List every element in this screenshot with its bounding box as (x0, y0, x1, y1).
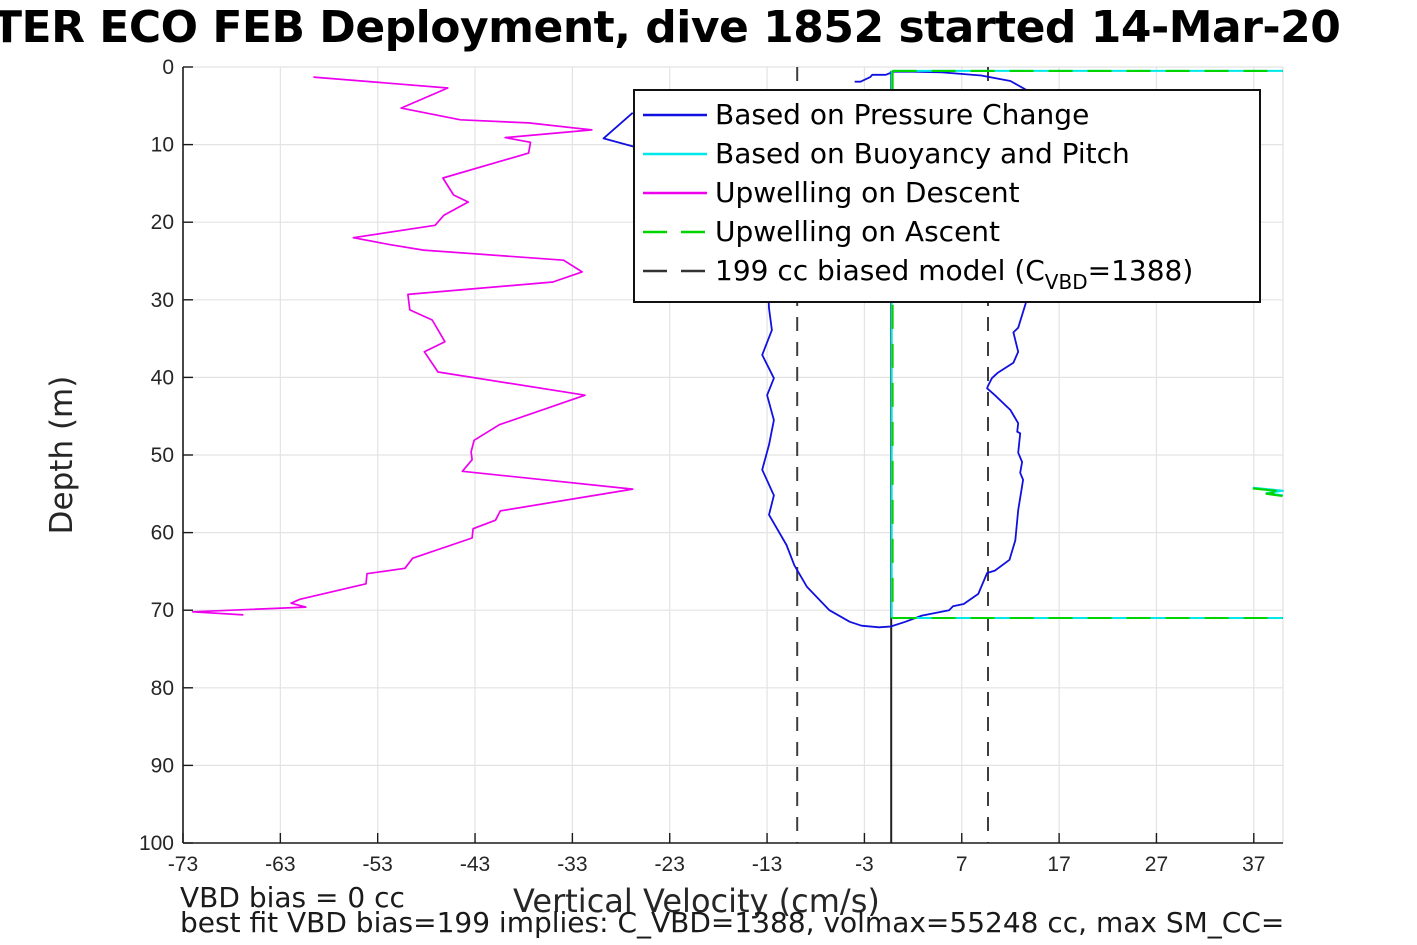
x-tick-label: -63 (265, 853, 295, 876)
x-tick-label: -33 (557, 853, 587, 876)
upwelling-on-ascent-line (1252, 487, 1285, 498)
y-tick-label: 70 (151, 599, 174, 622)
x-tick-label: 27 (1145, 853, 1168, 876)
y-axis-label: Depth (m) (44, 375, 80, 535)
x-tick-label: -23 (655, 853, 685, 876)
best-fit-annotation: best fit VBD bias=199 implies: C_VBD=138… (180, 906, 1285, 939)
y-tick-label: 90 (151, 754, 174, 777)
y-tick-label: 50 (151, 444, 174, 467)
plot-title: TER ECO FEB Deployment, dive 1852 starte… (0, 2, 1341, 53)
x-axis-label: Vertical Velocity (cm/s) (513, 882, 880, 920)
legend-line-sample-magenta (643, 191, 707, 194)
x-tick-label: 17 (1047, 853, 1070, 876)
x-tick-label: -73 (168, 853, 198, 876)
legend-row-upwelling-descent: Upwelling on Descent (635, 173, 1259, 212)
y-tick-label: 40 (151, 366, 174, 389)
x-tick-label: 7 (956, 853, 968, 876)
legend-line-sample-green-dashed (643, 230, 707, 233)
x-tick-label: -13 (752, 853, 782, 876)
y-tick-label: 10 (151, 134, 174, 157)
legend-line-sample-cyan (643, 152, 707, 155)
y-tick-label: 30 (151, 289, 174, 312)
legend-line-sample-black-dashed (643, 269, 707, 272)
legend-label: 199 cc biased model (CVBD=1388) (715, 254, 1194, 294)
y-tick-label: 80 (151, 677, 174, 700)
legend-label: Upwelling on Ascent (715, 215, 1001, 248)
y-tick-label: 0 (162, 56, 174, 79)
x-tick-label: -53 (363, 853, 393, 876)
legend-box: Based on Pressure Change Based on Buoyan… (633, 89, 1261, 303)
legend-row-upwelling-ascent: Upwelling on Ascent (635, 212, 1259, 251)
legend-label: Based on Pressure Change (715, 98, 1090, 131)
legend-label: Based on Buoyancy and Pitch (715, 137, 1130, 170)
x-tick-label: -43 (460, 853, 490, 876)
legend-row-biased-model: 199 cc biased model (CVBD=1388) (635, 251, 1259, 294)
legend-label: Upwelling on Descent (715, 176, 1020, 209)
y-tick-label: 60 (151, 522, 174, 545)
legend-label-subscript: VBD (1044, 270, 1088, 294)
legend-row-pressure-change: Based on Pressure Change (635, 95, 1259, 134)
legend-row-buoyancy-pitch: Based on Buoyancy and Pitch (635, 134, 1259, 173)
upwelling-on-descent-line (191, 76, 634, 616)
legend-line-sample-blue (643, 113, 707, 116)
x-tick-label: -3 (855, 853, 874, 876)
y-tick-label: 100 (139, 832, 174, 855)
vbd-bias-annotation: VBD bias = 0 cc (180, 881, 405, 914)
x-tick-label: 37 (1242, 853, 1265, 876)
y-tick-label: 20 (151, 211, 174, 234)
